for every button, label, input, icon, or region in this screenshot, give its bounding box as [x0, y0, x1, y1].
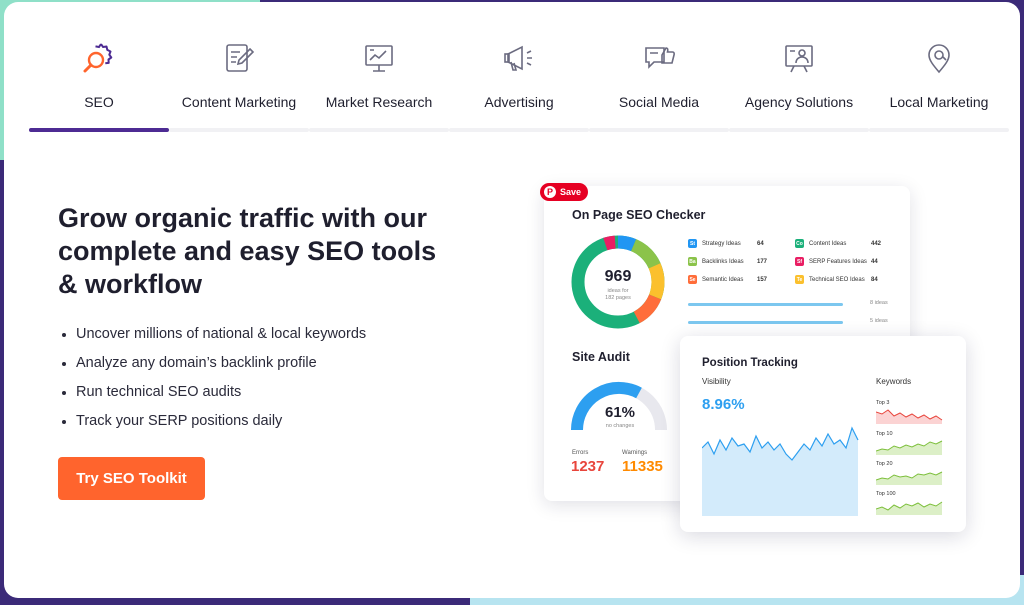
- position-tracking-panel: Position Tracking Visibility 8.96% Keywo…: [680, 336, 966, 532]
- sparkline-top20: [876, 471, 943, 485]
- tab-indicator: [729, 128, 869, 132]
- legend-badge: Te: [795, 275, 804, 284]
- visibility-value: 8.96%: [702, 396, 745, 413]
- legend-badge: Se: [688, 275, 697, 284]
- visibility-line: [702, 426, 859, 461]
- tab-label: Local Marketing: [889, 94, 989, 110]
- sparkline-top10: [876, 440, 943, 455]
- ideas-count: 969: [604, 268, 632, 285]
- tab-indicator: [169, 128, 309, 132]
- warnings-value: 11335: [622, 458, 663, 475]
- legend-value: 64: [757, 240, 764, 247]
- ideas-sub-line1: ideas for: [607, 288, 629, 294]
- feature-list: Uncover millions of national & local key…: [58, 320, 366, 436]
- tab-agency-solutions[interactable]: Agency Solutions: [729, 2, 869, 142]
- idea-progress-bar: [688, 321, 843, 324]
- legend-value: 157: [757, 276, 768, 283]
- keyword-bucket-label: Top 20: [876, 461, 893, 467]
- pinterest-save-button[interactable]: P Save: [540, 183, 588, 201]
- try-seo-toolkit-button[interactable]: Try SEO Toolkit: [58, 457, 205, 500]
- legend-name: Backlinks Ideas: [702, 258, 744, 265]
- tab-label: Market Research: [325, 94, 433, 110]
- feature-item: Uncover millions of national & local key…: [58, 320, 366, 349]
- pinterest-icon: P: [544, 186, 556, 198]
- site-audit-sub: no changes: [605, 423, 635, 429]
- warnings-label: Warnings: [622, 450, 648, 456]
- donut-segment-technical: [571, 235, 665, 329]
- visibility-area-chart: [702, 426, 859, 516]
- tab-indicator: [29, 128, 169, 132]
- feature-item: Run technical SEO audits: [58, 378, 366, 407]
- legend-badge: Ba: [688, 257, 697, 266]
- legend-content: Co Content Ideas 442: [795, 239, 881, 248]
- legend-name: Technical SEO Ideas: [809, 276, 865, 283]
- tab-label: Agency Solutions: [744, 94, 854, 110]
- legend-serp-features: Sf SERP Features Ideas 44: [795, 257, 878, 266]
- location-pin-icon: [919, 38, 959, 78]
- on-page-seo-checker-title: On Page SEO Checker: [572, 208, 706, 222]
- feature-item: Analyze any domain’s backlink profile: [58, 349, 366, 378]
- legend-name: Semantic Ideas: [702, 276, 744, 283]
- legend-badge: Co: [795, 239, 804, 248]
- legend-semantic: Se Semantic Ideas 157: [688, 275, 767, 284]
- tab-market-research[interactable]: Market Research: [309, 2, 449, 142]
- hero-headline: Grow organic traffic with our complete a…: [58, 203, 437, 299]
- presentation-chart-icon: [359, 38, 399, 78]
- site-audit-title: Site Audit: [572, 350, 630, 364]
- tab-indicator: [589, 128, 729, 132]
- tab-advertising[interactable]: Advertising: [449, 2, 589, 142]
- legend-badge: Sf: [795, 257, 804, 266]
- visibility-label: Visibility: [702, 377, 731, 386]
- chat-thumbs-up-icon: [639, 38, 679, 78]
- site-audit-gauge: [570, 381, 667, 431]
- legend-name: SERP Features Ideas: [809, 258, 867, 265]
- person-presenting-icon: [779, 38, 819, 78]
- idea-progress-label: 8 ideas: [870, 300, 888, 306]
- site-audit-percent: 61%: [604, 404, 636, 421]
- legend-value: 84: [871, 276, 878, 283]
- position-tracking-title: Position Tracking: [702, 357, 798, 369]
- tab-label: Content Marketing: [181, 94, 297, 110]
- tab-content-marketing[interactable]: Content Marketing: [169, 2, 309, 142]
- legend-name: Strategy Ideas: [702, 240, 741, 247]
- legend-backlinks: Ba Backlinks Ideas 177: [688, 257, 767, 266]
- sparkline-top3: [876, 409, 943, 424]
- feature-item: Track your SERP positions daily: [58, 407, 366, 436]
- keywords-label: Keywords: [876, 377, 912, 386]
- gauge-fill: [570, 381, 642, 431]
- keyword-bucket-label: Top 100: [876, 491, 896, 497]
- tab-indicator: [449, 128, 589, 132]
- seo-gear-magnifier-icon: [79, 38, 119, 78]
- legend-technical-seo: Te Technical SEO Ideas 84: [795, 275, 878, 284]
- visibility-area: [702, 428, 858, 516]
- keyword-bucket-label: Top 10: [876, 431, 893, 437]
- tab-social-media[interactable]: Social Media: [589, 2, 729, 142]
- idea-progress-bar: [688, 303, 843, 306]
- tab-label: SEO: [84, 94, 114, 110]
- tab-label: Social Media: [618, 94, 700, 110]
- product-tabs: SEO Content Marketing: [29, 2, 1009, 142]
- keyword-bucket-label: Top 3: [876, 400, 890, 406]
- tab-local-marketing[interactable]: Local Marketing: [869, 2, 1009, 142]
- legend-badge: St: [688, 239, 697, 248]
- errors-label: Errors: [572, 450, 589, 456]
- sparkline-top100: [876, 501, 943, 515]
- tab-label: Advertising: [484, 94, 554, 110]
- save-label: Save: [560, 187, 582, 197]
- legend-name: Content Ideas: [809, 240, 847, 247]
- legend-value: 44: [871, 258, 878, 265]
- document-pencil-icon: [219, 38, 259, 78]
- errors-value: 1237: [571, 458, 605, 475]
- tab-seo[interactable]: SEO: [29, 2, 169, 142]
- tab-indicator: [869, 128, 1009, 132]
- legend-value: 442: [871, 240, 882, 247]
- megaphone-icon: [499, 38, 539, 78]
- ideas-donut-chart: [571, 235, 665, 329]
- legend-strategy: St Strategy Ideas 64: [688, 239, 764, 248]
- tab-indicator: [309, 128, 449, 132]
- idea-progress-label: 5 ideas: [870, 318, 888, 324]
- legend-value: 177: [757, 258, 768, 265]
- donut-segment-strategy: [571, 235, 665, 329]
- ideas-sub-line2: 182 pages: [605, 295, 631, 301]
